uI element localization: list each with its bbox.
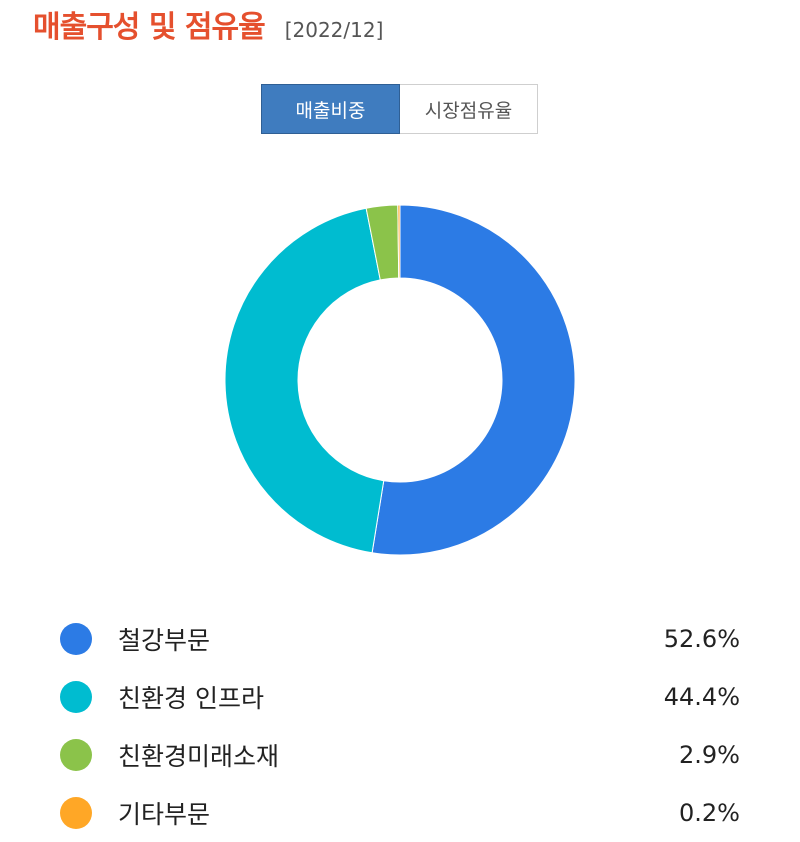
legend-value: 2.9% [679, 741, 740, 769]
legend-swatch [60, 681, 92, 713]
legend-item-eco-materials: 친환경미래소재 2.9% [60, 726, 740, 784]
legend-item-steel: 철강부문 52.6% [60, 610, 740, 668]
donut-slice-3 [397, 204, 401, 279]
legend-swatch [60, 797, 92, 829]
donut-slice-0 [371, 204, 576, 556]
legend-item-other: 기타부문 0.2% [60, 784, 740, 842]
tab-market-share[interactable]: 시장점유율 [400, 84, 538, 134]
chart-legend: 철강부문 52.6% 친환경 인프라 44.4% 친환경미래소재 2.9% 기타… [60, 610, 740, 842]
legend-label: 기타부문 [118, 800, 211, 829]
legend-value: 52.6% [663, 625, 740, 653]
section-title: 매출구성 및 점유율 [33, 10, 266, 45]
legend-label: 친환경 인프라 [118, 684, 264, 713]
legend-swatch [60, 623, 92, 655]
tab-sales-share[interactable]: 매출비중 [261, 84, 400, 134]
legend-value: 0.2% [679, 799, 740, 827]
legend-label: 철강부문 [118, 626, 211, 655]
donut-chart [224, 204, 576, 556]
tab-group: 매출비중 시장점유율 [261, 84, 538, 134]
legend-item-eco-infra: 친환경 인프라 44.4% [60, 668, 740, 726]
legend-label: 친환경미래소재 [118, 742, 280, 771]
legend-value: 44.4% [663, 683, 740, 711]
donut-slice-1 [224, 207, 385, 554]
legend-swatch [60, 739, 92, 771]
section-header: 매출구성 및 점유율 [2022/12] [33, 2, 384, 45]
period-label: [2022/12] [284, 18, 384, 42]
